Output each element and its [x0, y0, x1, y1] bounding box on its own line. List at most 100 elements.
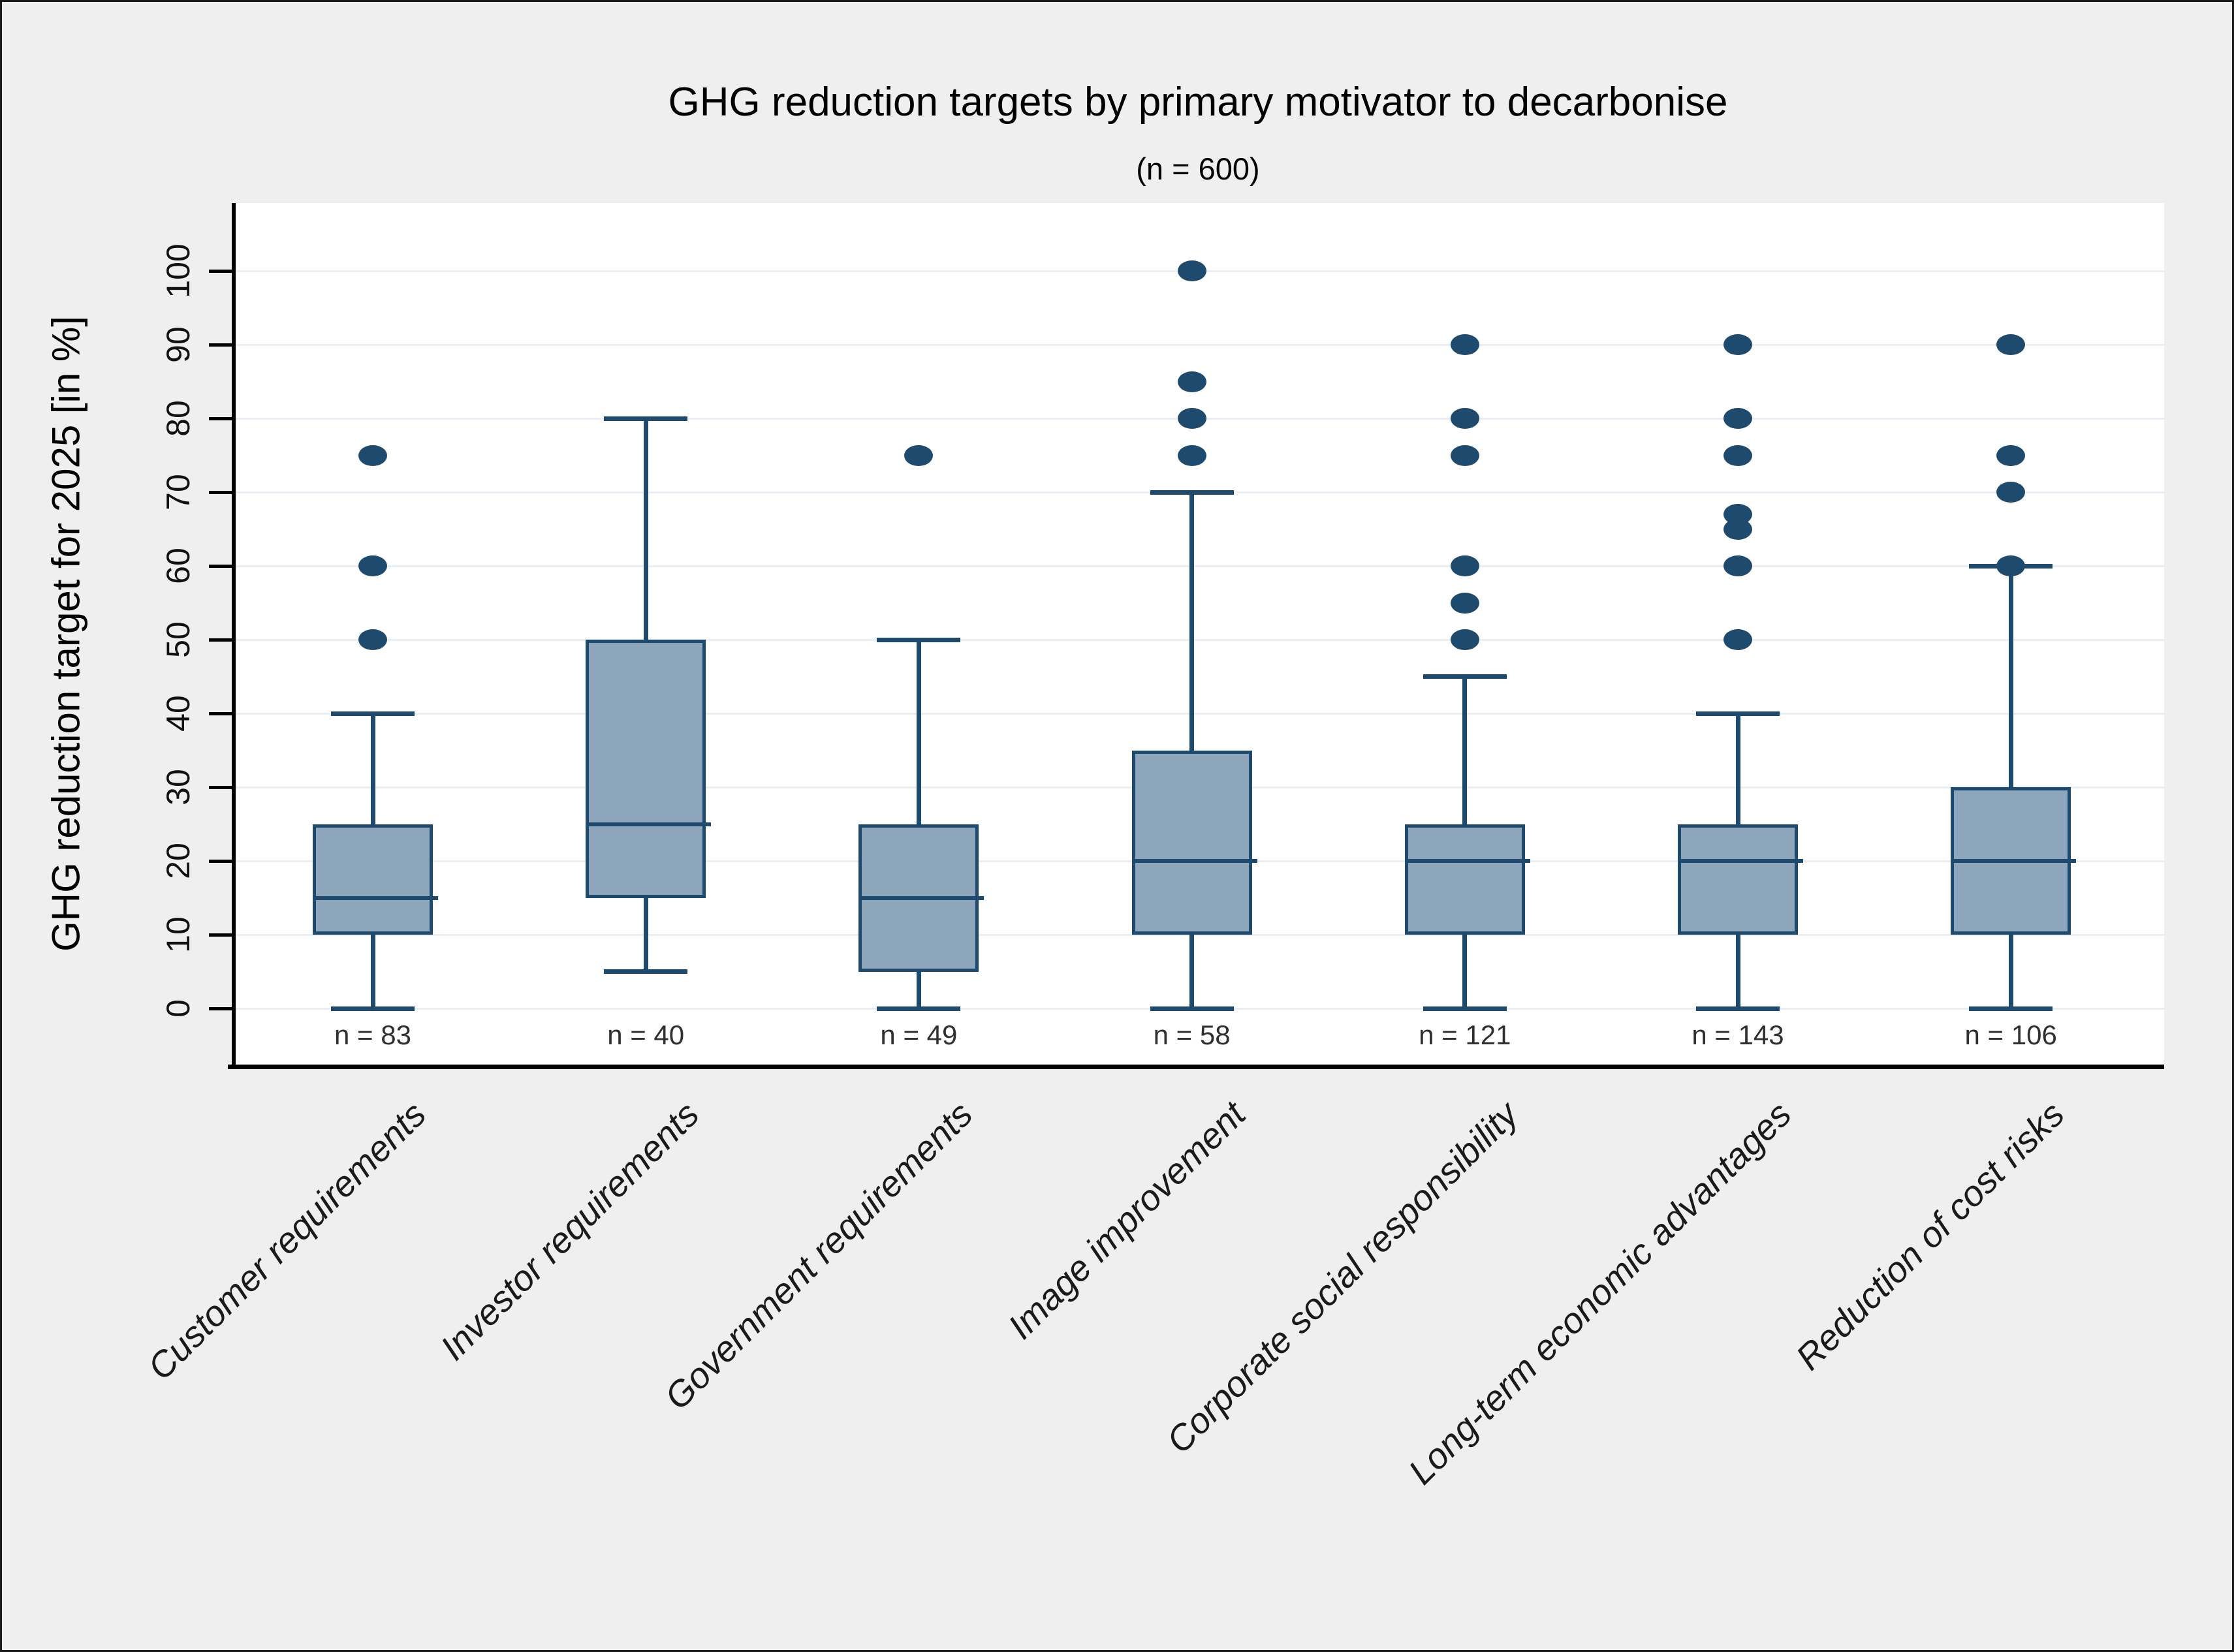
- y-tick-label: 40: [160, 695, 197, 732]
- whisker-cap-upper: [1150, 490, 1234, 495]
- outlier-dot: [358, 444, 387, 466]
- box-whisker-upper: [1189, 492, 1195, 751]
- outlier-dot: [1996, 334, 2026, 355]
- whisker-cap-lower: [1150, 1006, 1234, 1011]
- y-tick: [209, 565, 232, 568]
- y-tick: [209, 860, 232, 863]
- y-gridline: [232, 713, 2164, 715]
- x-category-label: Reduction of cost risks: [1787, 1093, 2072, 1378]
- box-whisker-upper: [1462, 676, 1468, 824]
- median-line: [1951, 859, 2077, 863]
- n-label: n = 58: [1153, 1020, 1231, 1050]
- y-gridline: [232, 565, 2164, 567]
- outlier-dot: [1450, 444, 1479, 466]
- box-whisker-upper: [916, 640, 921, 824]
- box-whisker-upper: [370, 713, 375, 824]
- whisker-cap-lower: [331, 1006, 415, 1011]
- y-tick-label: 70: [160, 474, 197, 510]
- outlier-dot: [904, 444, 934, 466]
- y-tick-label: 90: [160, 326, 197, 363]
- outlier-dot: [1723, 444, 1752, 466]
- plot-area: n = 83 n = 40 n = 49 n = 58 n = 121 n = 143 n …: [232, 203, 2164, 1065]
- y-gridline: [232, 639, 2164, 641]
- whisker-cap-upper: [1423, 674, 1507, 679]
- outlier-dot: [1450, 555, 1479, 576]
- outlier-dot: [1177, 260, 1206, 281]
- outlier-dot: [1177, 371, 1206, 392]
- outlier-dot: [1177, 408, 1206, 429]
- box-rect: [1404, 824, 1525, 935]
- box-whisker-lower: [916, 971, 921, 1008]
- y-tick-label: 30: [160, 769, 197, 805]
- outlier-dot: [358, 555, 387, 576]
- n-label: n = 40: [607, 1020, 685, 1050]
- outlier-dot: [1723, 555, 1752, 576]
- whisker-cap-upper: [877, 637, 961, 642]
- n-label: n = 83: [334, 1020, 411, 1050]
- box-rect: [1131, 750, 1252, 935]
- whisker-cap-upper: [331, 711, 415, 716]
- x-axis-line: [228, 1065, 2164, 1069]
- box-whisker-lower: [1735, 935, 1740, 1008]
- y-tick-label: 100: [160, 243, 197, 298]
- box-rect: [313, 824, 433, 935]
- box-whisker-lower: [1189, 935, 1195, 1008]
- y-tick-label: 10: [160, 916, 197, 953]
- y-tick: [209, 786, 232, 789]
- y-tick-label: 80: [160, 400, 197, 437]
- y-tick-label: 20: [160, 843, 197, 879]
- whisker-cap-upper: [604, 416, 688, 421]
- outlier-dot: [1996, 555, 2026, 576]
- chart-subtitle: (n = 600): [1136, 151, 1260, 186]
- outlier-dot: [1723, 334, 1752, 355]
- y-tick: [209, 1007, 232, 1010]
- outlier-dot: [1450, 334, 1479, 355]
- box-rect: [1678, 824, 1798, 935]
- outlier-dot: [1450, 629, 1479, 650]
- n-label: n = 49: [880, 1020, 958, 1050]
- y-tick: [209, 270, 232, 273]
- median-line: [1404, 859, 1530, 863]
- outlier-dot: [1450, 408, 1479, 429]
- outlier-dot: [1723, 408, 1752, 429]
- box-whisker-upper: [2008, 566, 2013, 787]
- median-line: [313, 896, 438, 900]
- whisker-cap-lower: [877, 1006, 961, 1011]
- y-tick-label: 50: [160, 621, 197, 658]
- y-tick: [209, 933, 232, 937]
- whisker-cap-upper: [1696, 711, 1780, 716]
- y-gridline: [232, 934, 2164, 936]
- whisker-cap-lower: [604, 969, 688, 974]
- y-axis-line: [232, 203, 236, 1065]
- y-gridline: [232, 344, 2164, 346]
- x-category-label: Customer requirements: [140, 1093, 434, 1388]
- y-tick-label: 60: [160, 548, 197, 584]
- box-whisker-lower: [370, 935, 375, 1008]
- median-line: [586, 822, 712, 826]
- box-rect: [586, 640, 706, 898]
- outlier-dot: [1450, 592, 1479, 614]
- outlier-dot: [1177, 444, 1206, 466]
- n-label: n = 143: [1691, 1020, 1784, 1050]
- outlier-dot: [1723, 503, 1752, 525]
- box-whisker-upper: [643, 418, 648, 640]
- x-category-label: Government requirements: [656, 1093, 980, 1418]
- whisker-cap-lower: [1696, 1006, 1780, 1011]
- y-tick: [209, 712, 232, 715]
- y-tick-label: 0: [160, 999, 197, 1018]
- median-line: [1678, 859, 1803, 863]
- y-tick: [209, 491, 232, 494]
- median-line: [858, 896, 984, 900]
- box-whisker-upper: [1735, 713, 1740, 824]
- whisker-cap-lower: [1969, 1006, 2053, 1011]
- outlier-dot: [1996, 444, 2026, 466]
- y-axis-title: GHG reduction target for 2025 [in %]: [44, 316, 88, 952]
- n-label: n = 106: [1964, 1020, 2057, 1050]
- x-category-label: Investor requirements: [432, 1093, 707, 1368]
- outlier-dot: [1723, 629, 1752, 650]
- outlier-dot: [1996, 482, 2026, 503]
- y-tick: [209, 417, 232, 420]
- box-whisker-lower: [643, 897, 648, 972]
- chart-title: GHG reduction targets by primary motivat…: [668, 80, 1728, 125]
